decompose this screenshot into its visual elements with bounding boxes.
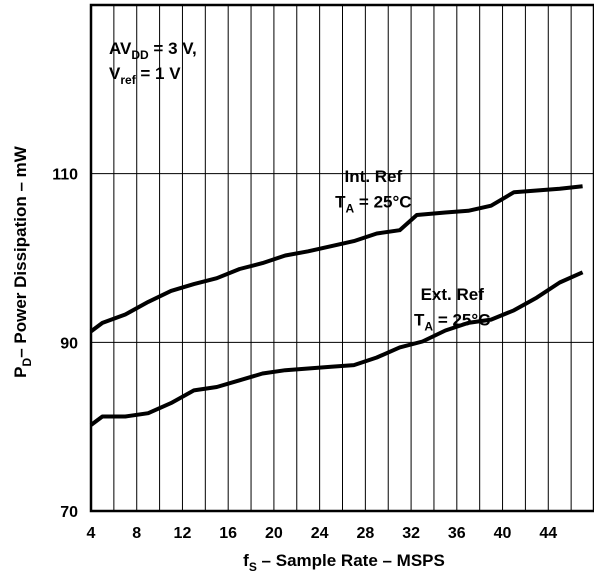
- y-tick-label: 110: [52, 167, 78, 184]
- x-tick-label: 32: [402, 525, 420, 542]
- x-tick-label: 24: [311, 525, 329, 542]
- grid-lines: [91, 5, 594, 511]
- y-axis-title: PD– Power Dissipation – mW: [11, 145, 34, 378]
- x-tick-label: 40: [494, 525, 512, 542]
- series-lines: [89, 184, 584, 427]
- int-ref-series-line: [89, 184, 583, 334]
- ext-ref-temp-label: TA = 25°C: [414, 310, 490, 333]
- x-tick-label: 36: [448, 525, 466, 542]
- int-ref-label: Int. Ref: [345, 167, 403, 186]
- x-tick-label: 12: [174, 525, 192, 542]
- conditions-line-1: AVDD = 3 V,: [109, 39, 197, 62]
- x-tick-label: 44: [539, 525, 557, 542]
- x-tick-label: 8: [132, 525, 141, 542]
- y-tick-label: 70: [60, 504, 78, 521]
- x-tick-label: 20: [265, 525, 283, 542]
- tick-labels: 4 8 12 16 20 24 28 32 36 40 44 70 90 110: [52, 167, 557, 542]
- plot-frame: [89, 3, 594, 513]
- conditions-line-2: Vref = 1 V: [109, 64, 181, 87]
- x-tick-label: 16: [219, 525, 237, 542]
- ext-ref-series-line: [89, 270, 584, 427]
- x-tick-label: 4: [87, 525, 96, 542]
- ext-ref-label: Ext. Ref: [421, 285, 485, 304]
- x-tick-label: 28: [356, 525, 374, 542]
- y-tick-label: 90: [60, 335, 78, 352]
- int-ref-temp-label: TA = 25°C: [335, 192, 411, 215]
- x-axis-title: fS – Sample Rate – MSPS: [243, 551, 445, 574]
